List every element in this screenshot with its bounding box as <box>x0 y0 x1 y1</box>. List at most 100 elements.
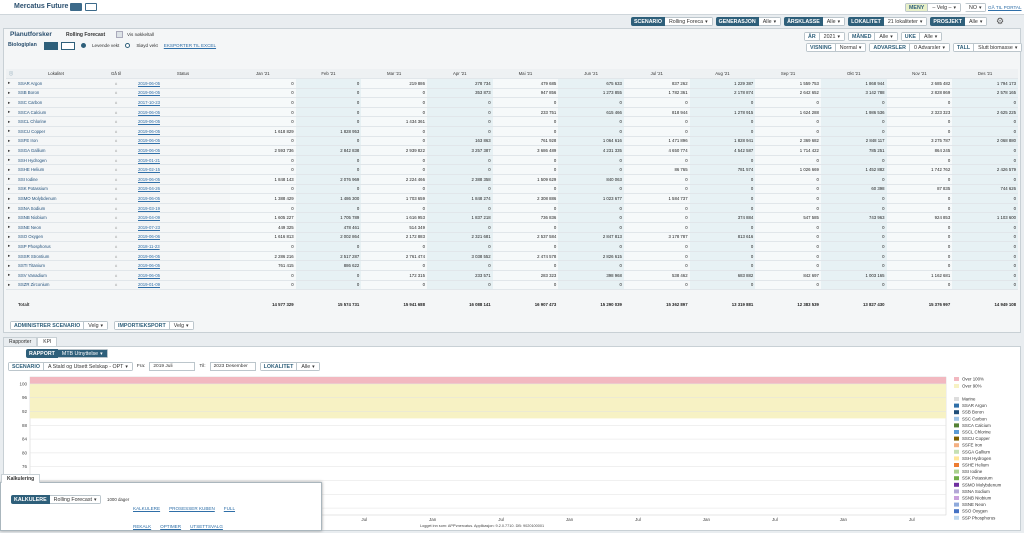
status[interactable]: 2019-02-15 <box>136 164 230 176</box>
goto-icon[interactable]: ⌂ <box>96 145 136 156</box>
goto-icon[interactable]: ⌂ <box>96 232 136 243</box>
tab[interactable]: KPI <box>37 337 58 346</box>
calc-link[interactable]: FULL REKALK <box>133 506 236 529</box>
menu[interactable]: MENY – Velg – <box>905 3 961 12</box>
scenario-pill[interactable]: SCENARIO A Stald og Utsett Selskap - OPT <box>8 362 133 371</box>
calc-tab[interactable]: Kalkulering <box>1 474 41 483</box>
goto-icon[interactable]: ⌂ <box>96 251 136 262</box>
value-cell: 0 <box>426 241 493 252</box>
value-cell: 0 <box>492 184 559 195</box>
radio[interactable] <box>81 43 86 48</box>
filter-select[interactable]: ÅR 2021 <box>804 32 845 41</box>
status[interactable]: 2019-01-09 <box>136 280 230 291</box>
table-view[interactable] <box>44 42 58 50</box>
filter-select[interactable]: ÅRSKLASSE Alle <box>784 17 846 26</box>
filter-select[interactable]: IMPORT/EKSPORT Velg <box>114 321 194 330</box>
chart-view[interactable] <box>61 42 75 50</box>
goto-icon[interactable]: ⌂ <box>96 164 136 176</box>
language[interactable]: NO <box>965 3 987 12</box>
filter-select[interactable]: ADMINISTRER SCENARIO Velg <box>10 321 109 330</box>
legend-label: SSNE Neon <box>962 502 986 507</box>
filter-label: ÅR <box>804 32 820 41</box>
goto-icon[interactable]: ⌂ <box>96 270 136 281</box>
goto-icon[interactable]: ⌂ <box>96 222 136 233</box>
table-row: ▸ SSO Oxygen ⌂ 2019-06-06 1 616 813 2 002 864… <box>6 232 1018 243</box>
calc-link[interactable]: OPTIMER <box>160 524 182 529</box>
goto-icon[interactable]: ⌂ <box>96 107 136 118</box>
status[interactable]: 2019-06-05 <box>136 270 230 281</box>
filter-value: Velg <box>169 321 194 330</box>
status[interactable]: 2019-06-05 <box>136 126 230 137</box>
value-cell: 0 <box>886 251 953 262</box>
to-value[interactable]: 2023 Desember <box>209 362 256 371</box>
status[interactable]: 2019-06-05 <box>136 116 230 128</box>
status[interactable]: 2019-06-05 <box>136 174 230 185</box>
goto-icon[interactable]: ⌂ <box>96 116 136 128</box>
status[interactable]: 2019-06-05 <box>136 88 230 99</box>
goto-icon[interactable]: ⌂ <box>96 78 136 89</box>
value-cell: 840 063 <box>558 174 624 185</box>
goto-icon[interactable]: ⌂ <box>96 260 136 271</box>
goto-icon[interactable]: ⌂ <box>96 212 136 223</box>
status[interactable]: 2019-06-05 <box>136 193 230 204</box>
settings-icon[interactable]: ⚙ <box>996 16 1005 26</box>
column-header: Nov '21 <box>886 69 953 80</box>
filter-select[interactable]: SCENARIO Rolling Foreca <box>631 17 713 26</box>
status[interactable]: 2019-06-05 <box>136 251 230 262</box>
filter-value: Velg <box>84 321 109 330</box>
status[interactable]: 2019-01-21 <box>136 155 230 166</box>
location-pill[interactable]: LOKALITET Alle <box>259 362 320 371</box>
filter-select[interactable]: TALL Slutt biomasse <box>952 43 1023 52</box>
goto-icon[interactable]: ⌂ <box>96 155 136 166</box>
filter-select[interactable]: GENERASJON Alle <box>715 17 782 26</box>
status[interactable]: 2019-06-06 <box>136 232 230 243</box>
status[interactable]: 2018-11-23 <box>136 241 230 252</box>
goto-icon[interactable]: ⌂ <box>96 184 136 195</box>
filter-select[interactable]: LOKALITET 21 lokaliteter <box>848 17 928 26</box>
value-cell: 0 <box>558 260 624 271</box>
status[interactable]: 2019-06-05 <box>136 107 230 118</box>
tab-biologiplan[interactable]: Biologiplan <box>8 42 37 48</box>
goto-icon[interactable]: ⌂ <box>96 280 136 291</box>
location: SSC Carbon <box>16 97 96 108</box>
status[interactable]: 2019-07-23 <box>136 222 230 233</box>
status[interactable]: 2019-04-26 <box>136 184 230 195</box>
filter-select[interactable]: UKE Alle <box>900 32 943 41</box>
calc-link[interactable]: UTSETTSVALG <box>190 524 223 529</box>
toggle[interactable] <box>116 31 123 38</box>
filter-select[interactable]: MÅNED Alle <box>847 32 898 41</box>
status[interactable]: 2019-06-05 <box>136 145 230 156</box>
value-cell: 1 103 600 <box>952 212 1018 223</box>
status[interactable]: 2019-06-05 <box>136 136 230 147</box>
calc-link[interactable]: KALKULERE <box>133 506 161 511</box>
status[interactable]: 2019-06-05 <box>136 260 230 271</box>
status[interactable]: 2019-03-19 <box>136 203 230 214</box>
goto-icon[interactable]: ⌂ <box>96 174 136 185</box>
goto-icon[interactable]: ⌂ <box>96 88 136 99</box>
goto-icon[interactable]: ⌂ <box>96 193 136 204</box>
report-pill[interactable]: RAPPORT MTB Utnyttelse <box>26 349 108 358</box>
goto-icon[interactable]: ⌂ <box>96 241 136 252</box>
calc-select[interactable]: KALKULERE Rolling Forecast <box>11 495 102 504</box>
from-value[interactable]: 2019 Juli <box>149 362 196 371</box>
value-cell: 761 928 <box>492 136 559 147</box>
radio[interactable] <box>125 43 131 48</box>
status[interactable]: 2019-04-09 <box>136 212 230 223</box>
y-tick-label: 96 <box>22 395 28 400</box>
goto-icon[interactable]: ⌂ <box>96 126 136 137</box>
status[interactable]: 2017-10-23 <box>136 97 230 108</box>
portal-link[interactable]: GÅ TIL PORTAL <box>988 5 1022 10</box>
goto-icon[interactable]: ⌂ <box>96 203 136 214</box>
goto-icon[interactable]: ⌂ <box>96 97 136 108</box>
tab[interactable]: Rapporter <box>3 337 38 346</box>
grid-button[interactable] <box>85 3 97 11</box>
filter-select[interactable]: ADVARSLER 0 Advarsler <box>869 43 950 52</box>
value-cell: 0 <box>952 251 1018 262</box>
status[interactable]: 2019-06-05 <box>136 78 230 89</box>
calc-link[interactable]: PROSESSER KUBEN <box>169 506 215 511</box>
home-button[interactable] <box>70 3 82 11</box>
goto-icon[interactable]: ⌂ <box>96 136 136 147</box>
filter-select[interactable]: PROSJEKT Alle <box>930 17 988 26</box>
filter-select[interactable]: VISNING Normal <box>806 43 867 52</box>
export-link[interactable]: EKSPORTER TIL EXCEL <box>163 43 217 48</box>
